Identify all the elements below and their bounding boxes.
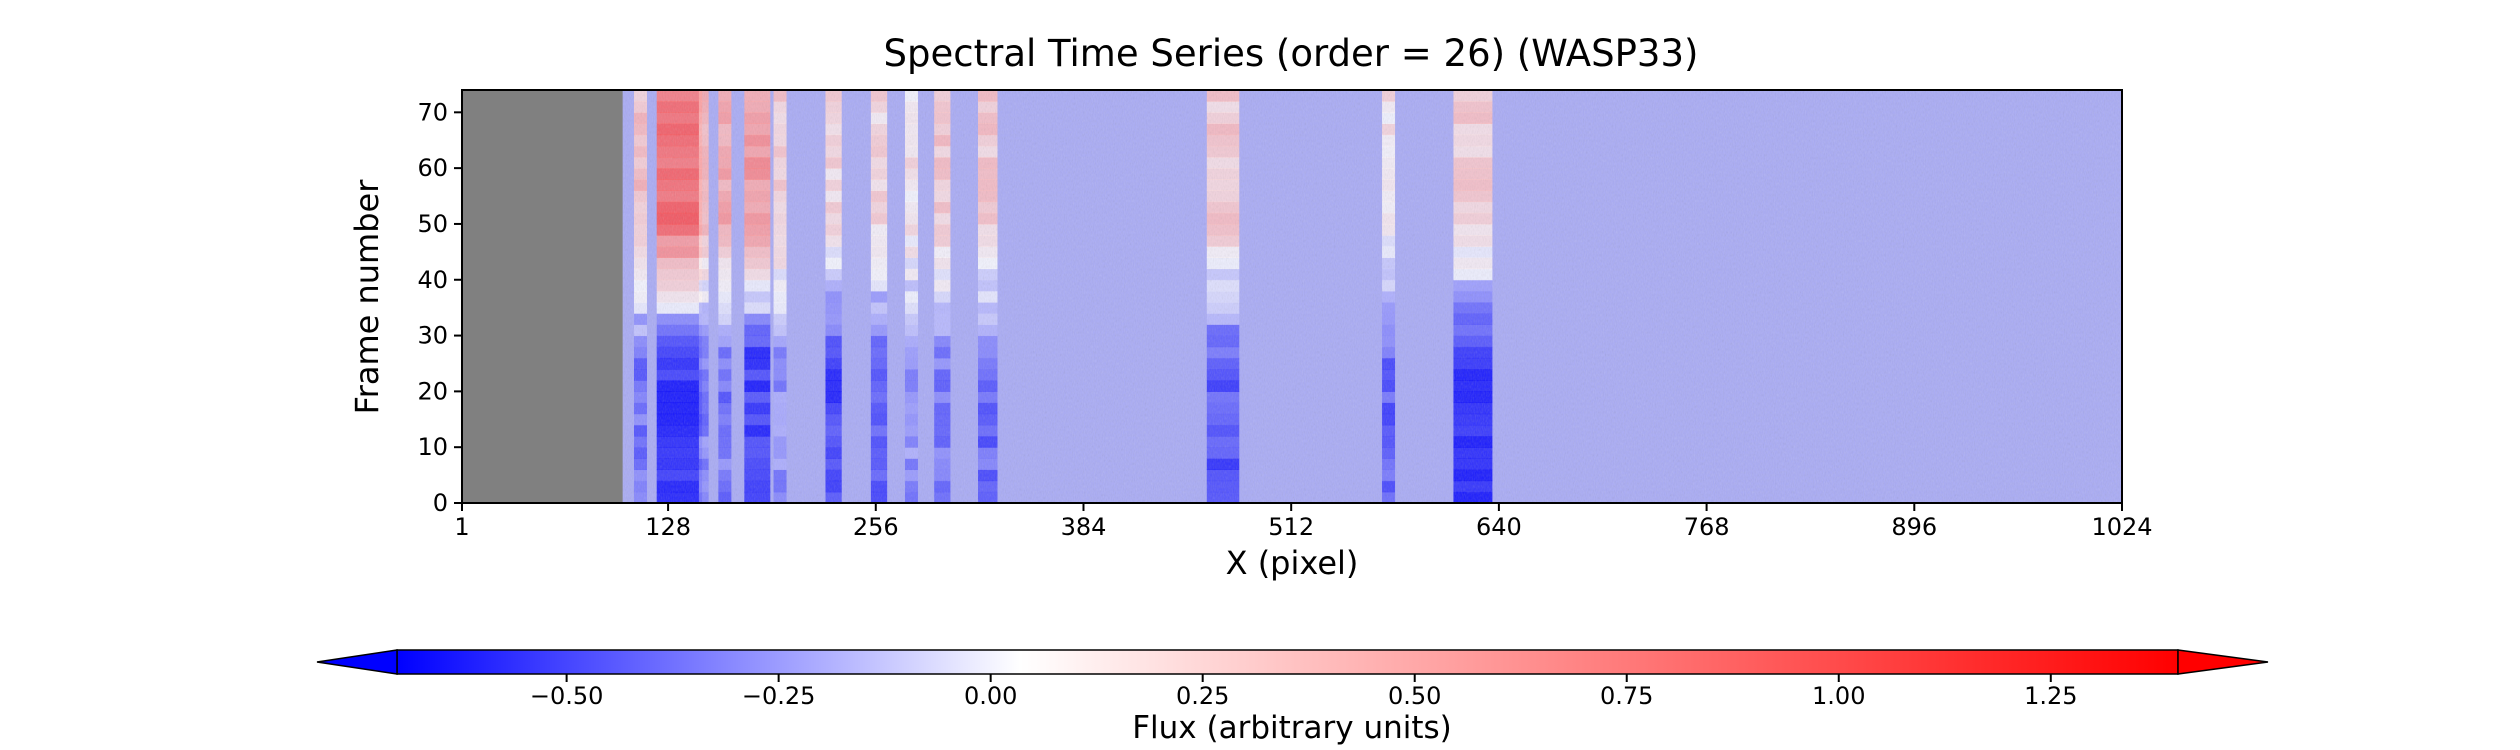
y-axis-ticks: 0 10 20 30 40 50 60 70 xyxy=(417,98,462,517)
colorbar-tick-label: −0.50 xyxy=(530,682,604,710)
x-axis-ticks: 1 128 256 384 512 640 768 896 1024 xyxy=(454,503,2153,541)
x-tick-label: 384 xyxy=(1061,513,1107,541)
colorbar-extend-low xyxy=(316,649,398,675)
x-tick-label: 1024 xyxy=(2091,513,2152,541)
colorbar-tick-label: 1.25 xyxy=(2024,682,2077,710)
masked-region xyxy=(462,90,623,503)
colorbar-label: Flux (arbitrary units) xyxy=(1132,710,1452,746)
colorbar-tick-label: 1.00 xyxy=(1812,682,1865,710)
colorbar: −0.50 −0.25 0.00 0.25 0.50 0.75 1.00 1.25 Flux … xyxy=(316,649,2269,746)
y-tick-label: 20 xyxy=(417,377,448,405)
x-axis-label: X (pixel) xyxy=(1226,544,1359,582)
colorbar-tick-label: 0.50 xyxy=(1388,682,1441,710)
colorbar-tick-label: 0.25 xyxy=(1176,682,1229,710)
x-tick-label: 256 xyxy=(853,513,899,541)
plot-area xyxy=(461,89,2123,504)
colorbar-ticks: −0.50 −0.25 0.00 0.25 0.50 0.75 1.00 1.25 xyxy=(530,674,2078,710)
y-tick-label: 50 xyxy=(417,210,448,238)
y-tick-label: 70 xyxy=(417,98,448,126)
colorbar-extend-high xyxy=(2177,649,2269,675)
x-tick-label: 512 xyxy=(1268,513,1314,541)
x-tick-label: 128 xyxy=(645,513,691,541)
y-tick-label: 60 xyxy=(417,154,448,182)
colorbar-tick-label: 0.00 xyxy=(964,682,1017,710)
x-tick-label: 896 xyxy=(1891,513,1937,541)
heatmap-noise xyxy=(622,90,2122,503)
y-axis-label: Frame number xyxy=(348,179,386,415)
x-tick-label: 640 xyxy=(1476,513,1522,541)
colorbar-body xyxy=(396,649,2179,675)
x-tick-label: 1 xyxy=(454,513,469,541)
y-tick-label: 0 xyxy=(433,489,448,517)
y-tick-label: 30 xyxy=(417,322,448,350)
y-tick-label: 40 xyxy=(417,266,448,294)
y-tick-label: 10 xyxy=(417,433,448,461)
x-tick-label: 768 xyxy=(1684,513,1730,541)
chart-title: Spectral Time Series (order = 26) (WASP3… xyxy=(884,32,1699,75)
colorbar-tick-label: 0.75 xyxy=(1600,682,1653,710)
colorbar-tick-label: −0.25 xyxy=(742,682,816,710)
